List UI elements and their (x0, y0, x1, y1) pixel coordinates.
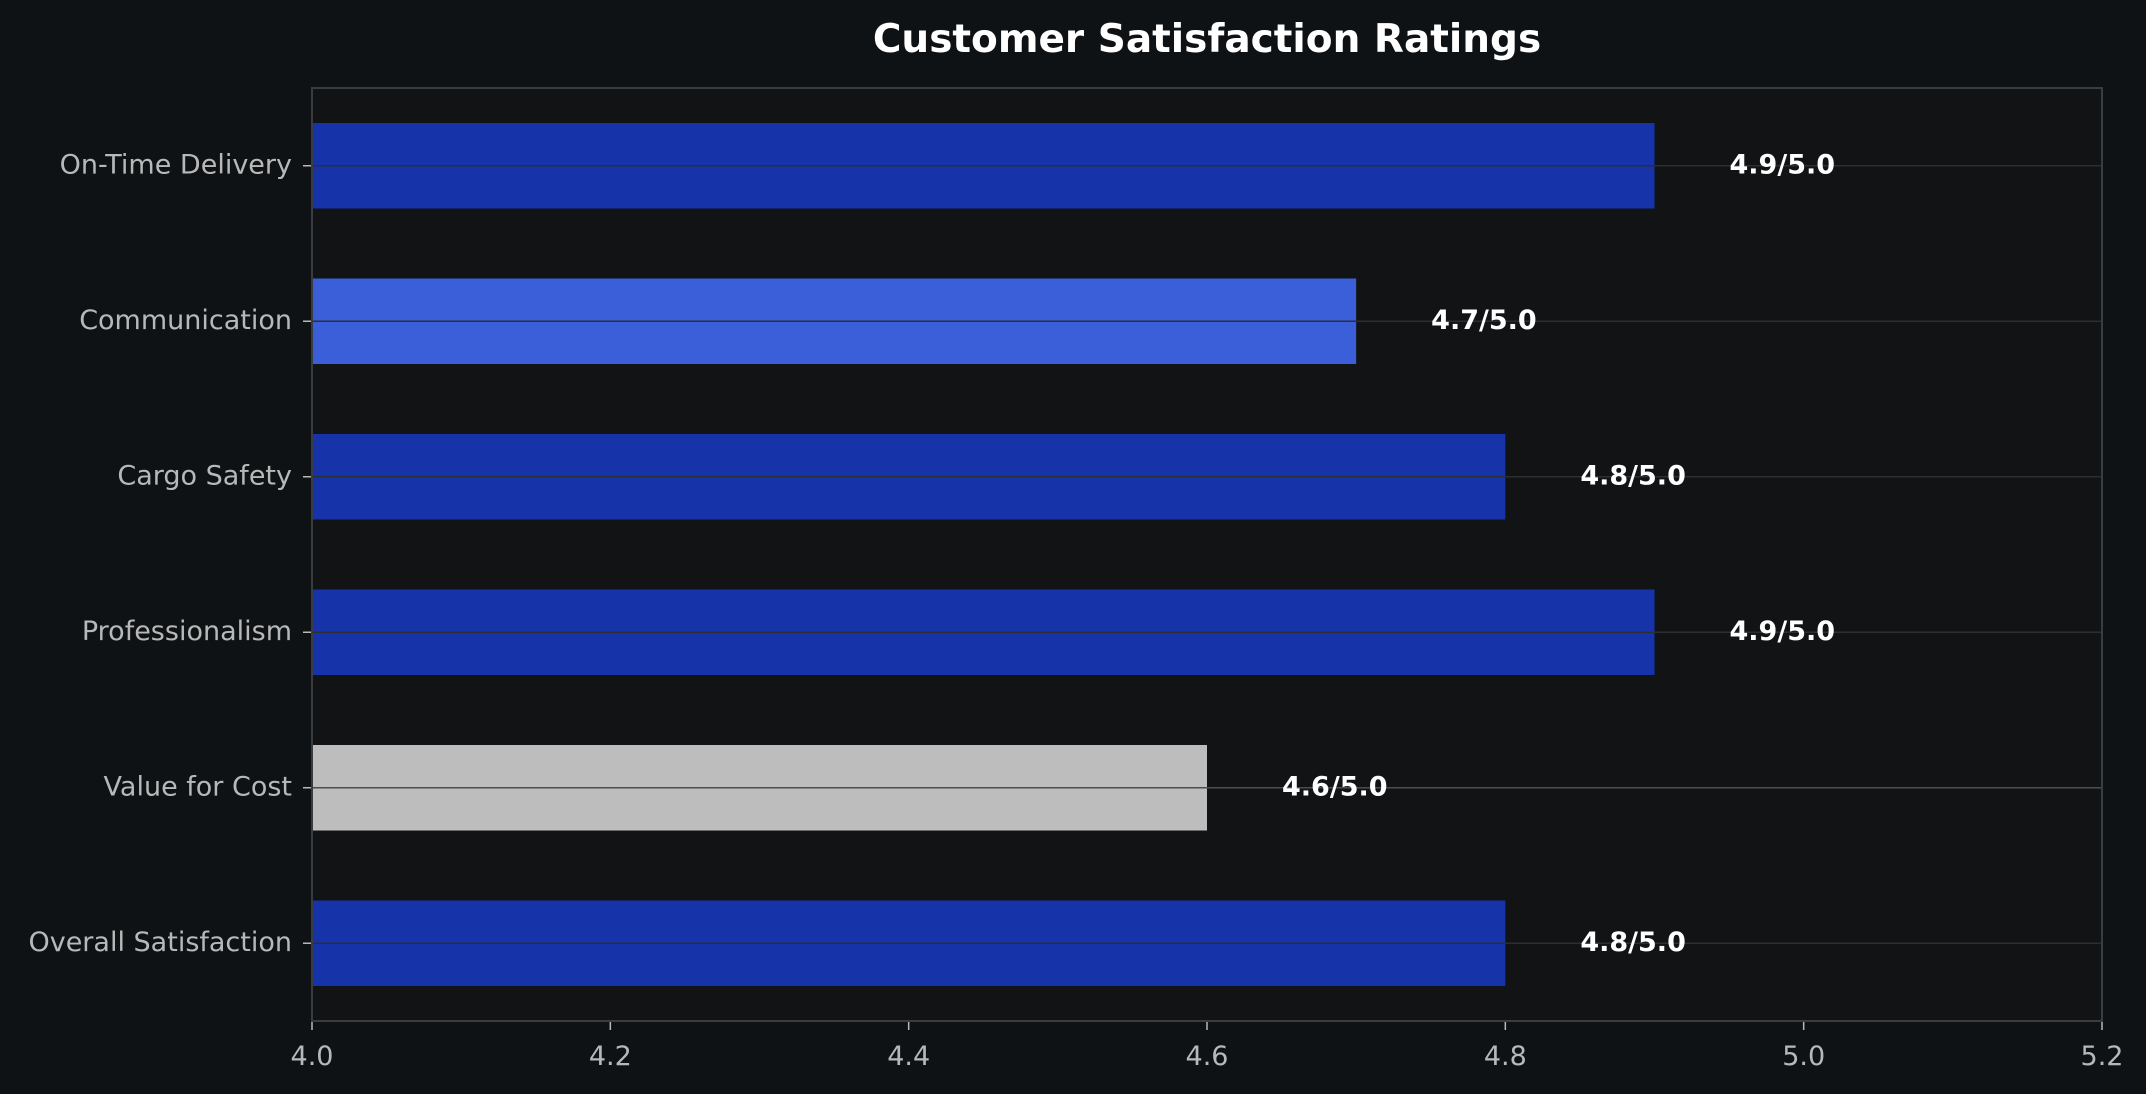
grid-lines (312, 165, 2102, 944)
value-labels: 4.9/5.0 4.7/5.0 4.8/5.0 4.9/5.0 4.6/5.0 4.8/5… (1282, 149, 1835, 958)
x-tick-label: 4.8 (1484, 1041, 1527, 1072)
y-tick-label: Communication (79, 305, 292, 336)
y-tick-label: Value for Cost (104, 771, 292, 802)
y-tick-label: Cargo Safety (117, 460, 292, 491)
value-label: 4.8/5.0 (1580, 927, 1686, 958)
value-label: 4.8/5.0 (1580, 460, 1686, 491)
x-tick-label: 4.6 (1186, 1041, 1229, 1072)
plot-area (312, 88, 2102, 1021)
value-label: 4.9/5.0 (1730, 149, 1836, 180)
x-tick-label: 5.0 (1782, 1041, 1825, 1072)
y-axis-ticks: On-Time Delivery Communication Cargo Safet… (28, 149, 312, 958)
x-axis-ticks: 4.0 4.2 4.4 4.6 4.8 5.0 5.2 (291, 1021, 2124, 1072)
y-tick-label: Overall Satisfaction (28, 927, 292, 958)
y-tick-label: Professionalism (82, 616, 292, 647)
x-tick-label: 4.4 (887, 1041, 930, 1072)
x-tick-label: 5.2 (2081, 1041, 2124, 1072)
y-tick-label: On-Time Delivery (60, 149, 292, 180)
value-label: 4.9/5.0 (1730, 616, 1836, 647)
chart-title: Customer Satisfaction Ratings (873, 17, 1541, 62)
plot-frame (311, 87, 2103, 1022)
x-tick-label: 4.0 (291, 1041, 334, 1072)
value-label: 4.7/5.0 (1431, 305, 1537, 336)
x-tick-label: 4.2 (589, 1041, 632, 1072)
value-label: 4.6/5.0 (1282, 771, 1388, 802)
